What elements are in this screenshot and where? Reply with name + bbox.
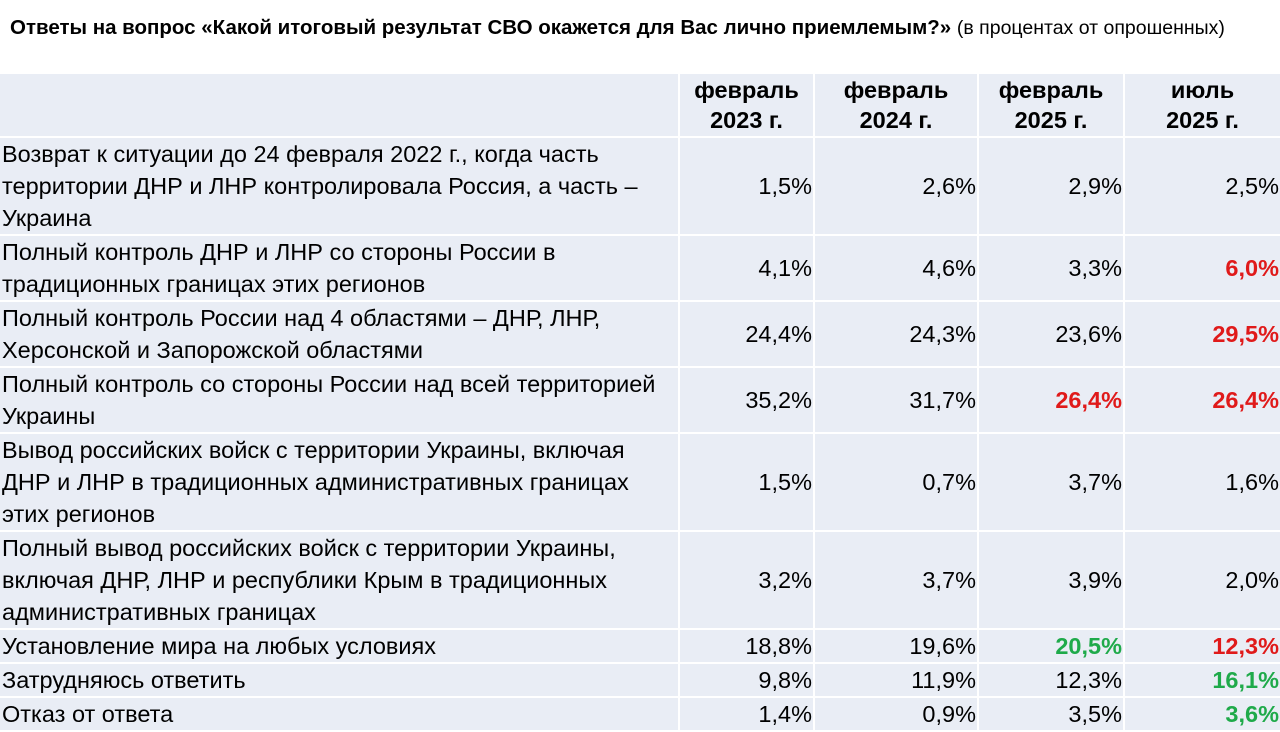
value-cell: 3,5% xyxy=(979,698,1125,732)
header-row: февраль 2023 г. февраль 2024 г. февраль … xyxy=(0,74,1280,138)
value-cell: 2,5% xyxy=(1125,138,1280,236)
row-label: Установление мира на любых условиях xyxy=(0,630,680,664)
table-title: Ответы на вопрос «Какой итоговый результ… xyxy=(10,14,1272,42)
value-cell: 2,0% xyxy=(1125,532,1280,630)
row-label: Полный контроль ДНР и ЛНР со стороны Рос… xyxy=(0,236,680,302)
value-cell: 35,2% xyxy=(680,368,815,434)
value-cell: 23,6% xyxy=(979,302,1125,368)
value-cell: 2,9% xyxy=(979,138,1125,236)
table-row: Вывод российских войск с территории Укра… xyxy=(0,434,1280,532)
row-label: Возврат к ситуации до 24 февраля 2022 г.… xyxy=(0,138,680,236)
value-cell: 1,6% xyxy=(1125,434,1280,532)
header-cell-feb-2023: февраль 2023 г. xyxy=(680,74,815,138)
value-cell: 0,7% xyxy=(815,434,979,532)
row-label: Полный контроль России над 4 областями –… xyxy=(0,302,680,368)
value-cell: 4,6% xyxy=(815,236,979,302)
value-cell: 3,2% xyxy=(680,532,815,630)
value-cell: 24,4% xyxy=(680,302,815,368)
table-row: Отказ от ответа 1,4% 0,9% 3,5% 3,6% xyxy=(0,698,1280,732)
value-cell: 1,5% xyxy=(680,434,815,532)
value-cell: 4,1% xyxy=(680,236,815,302)
value-cell: 24,3% xyxy=(815,302,979,368)
row-label: Вывод российских войск с территории Укра… xyxy=(0,434,680,532)
row-label: Отказ от ответа xyxy=(0,698,680,732)
value-cell: 3,9% xyxy=(979,532,1125,630)
table-row: Полный вывод российских войск с территор… xyxy=(0,532,1280,630)
header-cell-feb-2024: февраль 2024 г. xyxy=(815,74,979,138)
value-cell: 1,5% xyxy=(680,138,815,236)
value-cell: 1,4% xyxy=(680,698,815,732)
table-row: Возврат к ситуации до 24 февраля 2022 г.… xyxy=(0,138,1280,236)
table-row: Затрудняюсь ответить 9,8% 11,9% 12,3% 16… xyxy=(0,664,1280,698)
value-cell: 29,5% xyxy=(1125,302,1280,368)
results-table: февраль 2023 г. февраль 2024 г. февраль … xyxy=(0,74,1280,732)
row-label: Полный контроль со стороны России над вс… xyxy=(0,368,680,434)
value-cell: 12,3% xyxy=(1125,630,1280,664)
value-cell: 3,7% xyxy=(979,434,1125,532)
value-cell: 20,5% xyxy=(979,630,1125,664)
header-cell-corner xyxy=(0,74,680,138)
value-cell: 0,9% xyxy=(815,698,979,732)
value-cell: 18,8% xyxy=(680,630,815,664)
value-cell: 3,7% xyxy=(815,532,979,630)
value-cell: 11,9% xyxy=(815,664,979,698)
header-cell-jul-2025: июль 2025 г. xyxy=(1125,74,1280,138)
value-cell: 16,1% xyxy=(1125,664,1280,698)
table-row: Полный контроль России над 4 областями –… xyxy=(0,302,1280,368)
table-row: Полный контроль ДНР и ЛНР со стороны Рос… xyxy=(0,236,1280,302)
value-cell: 2,6% xyxy=(815,138,979,236)
row-label: Затрудняюсь ответить xyxy=(0,664,680,698)
title-question: Ответы на вопрос «Какой итоговый результ… xyxy=(10,16,952,39)
value-cell: 6,0% xyxy=(1125,236,1280,302)
value-cell: 9,8% xyxy=(680,664,815,698)
title-unit-note: (в процентах от опрошенных) xyxy=(956,17,1225,39)
value-cell: 19,6% xyxy=(815,630,979,664)
table-row: Установление мира на любых условиях 18,8… xyxy=(0,630,1280,664)
value-cell: 3,3% xyxy=(979,236,1125,302)
value-cell: 26,4% xyxy=(1125,368,1280,434)
value-cell: 3,6% xyxy=(1125,698,1280,732)
value-cell: 12,3% xyxy=(979,664,1125,698)
header-cell-feb-2025: февраль 2025 г. xyxy=(979,74,1125,138)
row-label: Полный вывод российских войск с территор… xyxy=(0,532,680,630)
table-row: Полный контроль со стороны России над вс… xyxy=(0,368,1280,434)
value-cell: 31,7% xyxy=(815,368,979,434)
value-cell: 26,4% xyxy=(979,368,1125,434)
